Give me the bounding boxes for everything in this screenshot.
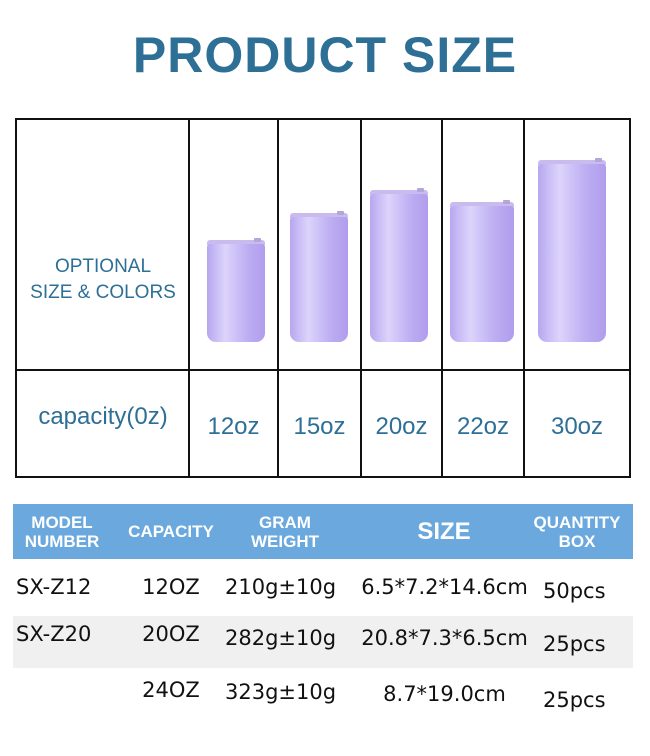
grid-line	[441, 120, 443, 476]
capacity-value: 22oz	[456, 413, 510, 440]
tumbler-20oz-image	[370, 188, 428, 342]
capacity-value: 12oz	[207, 413, 260, 440]
capacity-cell: 20OZ	[142, 622, 200, 646]
capacity-value: 15oz	[293, 413, 346, 440]
weight-cell: 210g±10g	[225, 575, 337, 599]
table-row: 24OZ 323g±10g 8.7*19.0cm 25pcs	[13, 670, 633, 722]
page-title: PRODUCT SIZE	[132, 27, 518, 83]
header-gram-weight: GRAM WEIGHT	[251, 512, 319, 551]
optional-size-colors-label: OPTIONAL SIZE & COLORS	[30, 256, 176, 303]
size-cell: 20.8*7.3*6.5cm	[361, 626, 528, 650]
tumbler-22oz-image	[450, 200, 514, 342]
capacity-label: capacity(0z)	[38, 403, 168, 430]
header-capacity: CAPACITY	[128, 522, 214, 541]
table-row: SX-Z12 12OZ 210g±10g 6.5*7.2*14.6cm 50pc…	[13, 561, 633, 613]
quantity-cell: 25pcs	[543, 688, 606, 712]
size-cell: 8.7*19.0cm	[383, 682, 506, 706]
tumbler-12oz-image	[207, 238, 265, 342]
weight-cell: 323g±10g	[225, 680, 337, 704]
header-size: SIZE	[417, 518, 471, 545]
spec-table-header: MODEL NUMBER CAPACITY GRAM WEIGHT SIZE Q…	[13, 504, 633, 559]
capacity-value: 30oz	[550, 413, 604, 440]
grid-line	[523, 120, 525, 476]
table-row: SX-Z20 20OZ 282g±10g 20.8*7.3*6.5cm 25pc…	[13, 616, 633, 668]
capacity-cell: 24OZ	[142, 678, 200, 702]
size-cell: 6.5*7.2*14.6cm	[361, 575, 528, 599]
model-number-cell: SX-Z20	[16, 622, 92, 646]
tumbler-15oz-image	[290, 211, 348, 342]
header-model-number: MODEL NUMBER	[24, 512, 100, 551]
tumbler-30oz-image	[538, 158, 606, 342]
grid-line	[188, 120, 190, 476]
grid-line	[360, 120, 362, 476]
grid-line	[277, 120, 279, 476]
header-quantity-box: QUANTITY BOX	[533, 512, 621, 551]
weight-cell: 282g±10g	[225, 626, 337, 650]
capacity-cell: 12OZ	[142, 575, 200, 599]
quantity-cell: 25pcs	[543, 632, 606, 656]
model-number-cell: SX-Z12	[16, 575, 92, 599]
quantity-cell: 50pcs	[543, 579, 606, 603]
size-chart: OPTIONAL SIZE & COLORS capacity(0z) 12oz…	[15, 118, 631, 478]
grid-line	[17, 369, 629, 371]
capacity-value: 20oz	[375, 413, 428, 440]
